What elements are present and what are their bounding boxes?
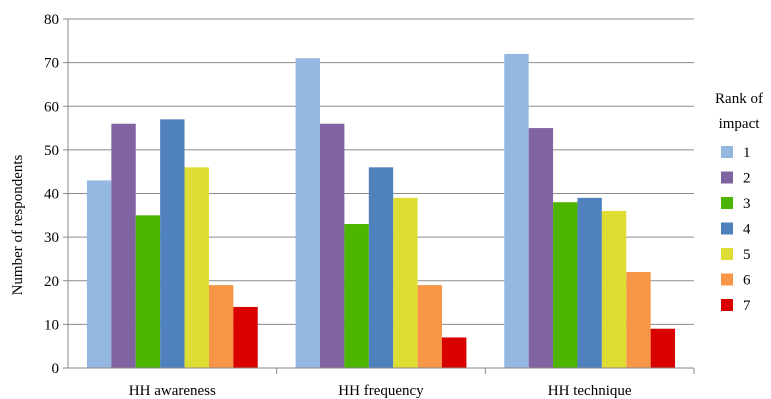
legend-swatch-1 xyxy=(721,146,733,158)
y-tick-label: 20 xyxy=(44,274,59,290)
bar-1-hh-awareness xyxy=(86,180,112,368)
x-category-label: HH technique xyxy=(548,383,632,399)
x-category-label: HH awareness xyxy=(129,383,216,399)
bar-7-hh-technique xyxy=(650,328,676,368)
y-tick-label: 40 xyxy=(44,187,59,203)
legend-swatch-6 xyxy=(721,273,733,286)
bar-2-hh-awareness xyxy=(111,123,136,368)
axes xyxy=(63,18,695,374)
bar-1-hh-frequency xyxy=(295,58,320,368)
legend-swatch-4 xyxy=(721,222,733,235)
y-tick-label: 10 xyxy=(44,317,59,333)
legend-label-7: 7 xyxy=(743,298,751,314)
y-tick-label: 50 xyxy=(44,143,59,159)
x-category-labels: HH awareness HH frequency HH technique xyxy=(129,383,632,399)
y-tick-label: 70 xyxy=(44,56,59,72)
bar-5-hh-frequency xyxy=(393,197,418,368)
legend-swatch-7 xyxy=(721,299,733,311)
bar-3-hh-awareness xyxy=(135,215,161,368)
bar-3-hh-frequency xyxy=(344,224,369,368)
bar-1-hh-technique xyxy=(504,53,529,369)
legend-label-5: 5 xyxy=(743,247,751,263)
bar-4-hh-awareness xyxy=(160,119,185,369)
legend-label-1: 1 xyxy=(743,145,751,161)
bar-6-hh-awareness xyxy=(208,285,234,368)
y-tick-label: 30 xyxy=(44,230,59,246)
y-tick-label: 80 xyxy=(44,12,59,28)
legend-label-3: 3 xyxy=(743,196,751,212)
legend-label-4: 4 xyxy=(743,222,751,238)
bars xyxy=(86,53,676,369)
legend-label-2: 2 xyxy=(743,171,751,187)
bar-2-hh-technique xyxy=(528,128,554,368)
y-axis-title: Number of respondents xyxy=(10,154,26,295)
bar-7-hh-awareness xyxy=(233,306,258,368)
y-tick-labels: 0 10 20 30 40 50 60 70 80 xyxy=(44,12,59,377)
y-tick-label: 60 xyxy=(44,99,59,115)
bar-2-hh-frequency xyxy=(320,123,345,368)
bar-6-hh-frequency xyxy=(417,285,442,368)
bar-4-hh-frequency xyxy=(368,167,394,368)
legend-swatch-3 xyxy=(721,197,733,209)
legend-swatch-2 xyxy=(721,171,733,184)
bar-5-hh-awareness xyxy=(184,167,209,368)
legend-title-line1: Rank of xyxy=(715,91,763,107)
bar-3-hh-technique xyxy=(553,202,578,368)
bar-7-hh-frequency xyxy=(442,337,467,368)
legend-label-6: 6 xyxy=(743,273,751,289)
legend: Rank of impact 1 2 3 4 5 6 7 xyxy=(715,91,763,314)
x-category-label: HH frequency xyxy=(338,383,424,399)
bar-4-hh-technique xyxy=(577,197,602,368)
legend-title-line2: impact xyxy=(719,116,761,132)
bar-6-hh-technique xyxy=(626,272,651,368)
y-tick-label: 0 xyxy=(52,361,60,377)
bar-5-hh-technique xyxy=(601,210,627,368)
legend-swatch-5 xyxy=(721,248,733,260)
